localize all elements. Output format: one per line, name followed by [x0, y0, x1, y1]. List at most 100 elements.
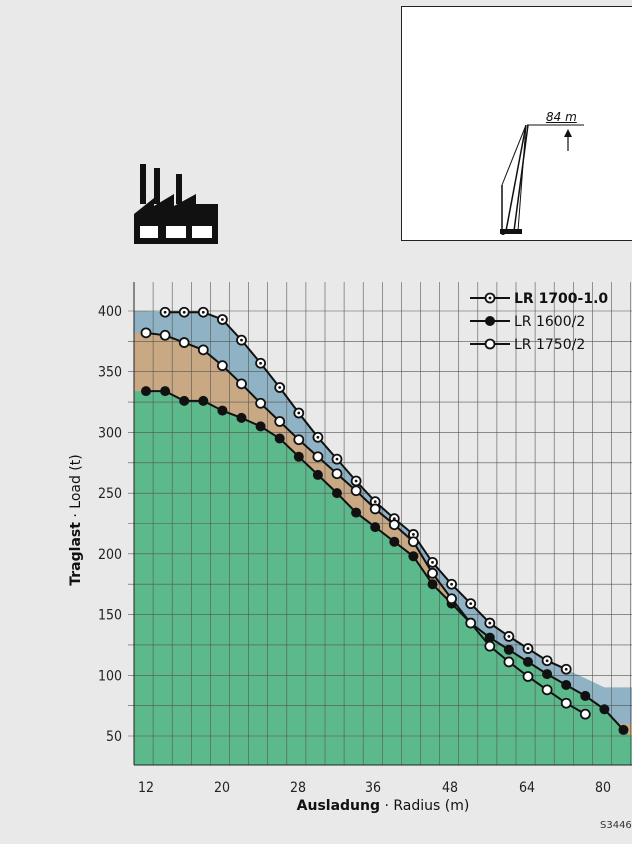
y-tick-label: 300 — [98, 425, 122, 441]
data-point-2 — [178, 337, 190, 348]
data-point-1 — [217, 405, 228, 416]
data-point-2 — [560, 697, 572, 709]
data-point-2 — [446, 593, 458, 605]
data-point-2 — [541, 684, 553, 696]
data-point-0 — [293, 407, 305, 419]
data-point-0 — [197, 306, 209, 318]
data-point-2 — [255, 397, 267, 409]
figure-code: S3446 — [600, 820, 632, 831]
x-tick-label: 28 — [290, 780, 306, 796]
data-point-2 — [236, 378, 247, 390]
data-point-2 — [159, 329, 171, 341]
x-axis-title-bold: Ausladung — [297, 798, 380, 814]
y-axis-title-rest: · Load (t) — [68, 454, 84, 522]
x-tick-label: 12 — [138, 780, 154, 796]
data-point-1 — [332, 488, 342, 499]
x-axis-title-rest: · Radius (m) — [380, 798, 469, 814]
data-point-0 — [274, 382, 286, 393]
data-point-2 — [484, 640, 496, 652]
legend-marker-2 — [484, 338, 496, 350]
data-point-0 — [560, 663, 572, 675]
legend-marker-0 — [484, 292, 496, 304]
y-tick-label: 150 — [98, 608, 122, 624]
data-point-2 — [503, 656, 515, 668]
data-point-1 — [236, 412, 247, 423]
data-point-1 — [141, 386, 151, 397]
legend-label-2: LR 1750/2 — [514, 337, 585, 353]
data-point-0 — [503, 631, 515, 642]
y-tick-label: 350 — [98, 365, 122, 381]
data-point-1 — [198, 395, 209, 406]
y-tick-label: 250 — [98, 486, 122, 502]
data-point-1 — [580, 690, 591, 701]
data-point-0 — [541, 655, 553, 667]
data-point-2 — [427, 567, 438, 579]
series-markers — [140, 306, 629, 735]
data-point-2 — [465, 617, 477, 629]
x-tick-label: 64 — [519, 780, 535, 796]
data-point-1 — [312, 469, 323, 480]
x-tick-label: 48 — [442, 780, 458, 796]
data-point-2 — [216, 360, 228, 372]
data-point-2 — [274, 416, 286, 427]
data-point-0 — [331, 453, 343, 465]
series-line-0 — [165, 311, 567, 671]
y-axis-title: Traglast · Load (t) — [68, 454, 84, 585]
boom-length-label: 84 m — [546, 110, 577, 124]
y-tick-label: 100 — [98, 668, 122, 684]
area-lr1600 — [134, 391, 632, 765]
x-tick-label: 80 — [595, 780, 611, 796]
data-point-1 — [542, 669, 553, 680]
data-point-1 — [618, 724, 629, 735]
data-point-2 — [293, 434, 305, 446]
data-point-0 — [178, 306, 190, 318]
data-point-1 — [255, 421, 266, 432]
y-tick-label: 400 — [98, 304, 122, 320]
factory-icon — [134, 164, 218, 244]
data-point-2 — [197, 344, 209, 356]
data-point-0 — [446, 578, 458, 590]
data-point-0 — [484, 617, 496, 629]
boom-drawing — [500, 124, 584, 235]
y-axis-title-bold: Traglast — [68, 522, 84, 586]
data-point-2 — [312, 451, 324, 463]
data-point-1 — [427, 579, 438, 590]
data-point-2 — [350, 485, 362, 497]
x-tick-label: 36 — [365, 780, 381, 796]
legend-label-1: LR 1600/2 — [514, 314, 585, 330]
data-point-0 — [159, 306, 171, 318]
data-point-2 — [331, 468, 343, 480]
data-point-1 — [293, 451, 304, 462]
x-axis-title: Ausladung · Radius (m) — [297, 798, 470, 814]
data-point-0 — [312, 431, 324, 443]
y-tick-label: 200 — [98, 547, 122, 563]
data-point-0 — [465, 598, 477, 610]
x-tick-label: 20 — [214, 780, 230, 796]
grid — [128, 282, 632, 766]
data-point-1 — [484, 632, 495, 643]
data-point-1 — [389, 536, 400, 547]
tick-labels: 50 100 150 200 250 300 350 400 12 20 28 36 48 64 80 — [98, 304, 611, 796]
data-point-0 — [427, 556, 438, 568]
data-point-2 — [140, 327, 152, 339]
data-point-1 — [599, 704, 610, 715]
data-point-1 — [561, 680, 572, 690]
data-point-1 — [370, 522, 381, 533]
data-point-0 — [236, 334, 247, 346]
data-point-2 — [388, 519, 400, 531]
data-point-1 — [160, 386, 171, 397]
data-point-1 — [179, 395, 190, 406]
data-point-2 — [407, 536, 419, 548]
data-point-2 — [579, 708, 591, 720]
data-point-1 — [523, 656, 533, 667]
data-point-0 — [522, 643, 534, 654]
data-point-1 — [503, 644, 514, 655]
data-point-2 — [369, 503, 381, 515]
data-point-0 — [350, 475, 362, 487]
data-point-0 — [216, 314, 228, 325]
boom-diagram — [401, 6, 632, 241]
legend-label-0: LR 1700-1.0 — [514, 291, 608, 307]
data-point-1 — [351, 507, 362, 518]
data-point-2 — [522, 671, 534, 682]
data-point-1 — [408, 551, 419, 562]
